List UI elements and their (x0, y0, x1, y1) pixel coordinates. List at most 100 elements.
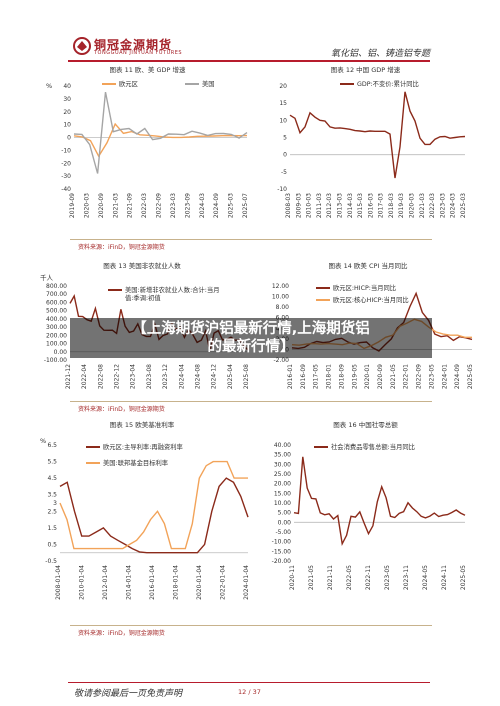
y-tick-label: 0 (67, 135, 71, 142)
legend-label: 美国 (202, 79, 215, 88)
x-tick-label: 2016-01-04 (149, 565, 156, 600)
x-tick-label: 2011-03 (316, 193, 323, 218)
x-tick-label: 2021-03 (112, 193, 119, 218)
x-tick-label: 2020-11 (289, 565, 296, 590)
x-tick-label: 2025-05 (467, 364, 474, 389)
x-tick-label: 2021-09 (127, 193, 134, 218)
y-tick-label: 10 (279, 117, 287, 124)
legend-label: 欧元区:HICP:当月同比 (333, 283, 396, 292)
x-tick-label: 2021-05 (308, 565, 315, 590)
x-tick-label: 2020-09 (98, 193, 105, 218)
y-tick-label: 0.00 (278, 519, 292, 526)
x-tick-label: 2020-01 (364, 364, 371, 389)
y-tick-label: -5.00 (275, 529, 291, 536)
legend-label: 社会消费品零售总额:当月同比 (331, 442, 415, 451)
y-tick-label: 0 (283, 152, 287, 159)
source-divider (70, 239, 432, 240)
x-tick-label: 2022-03 (141, 193, 148, 218)
y-tick-label: -100.00 (44, 357, 67, 364)
x-tick-label: 2022-09 (156, 193, 163, 218)
chart-china-retail: % 40.00 35.00 30.00 25.00 20.00 15.00 10.00 5.00… (258, 419, 467, 590)
x-tick-label: 2018-09 (338, 364, 345, 389)
x-tick-label: 2023-05 (428, 364, 435, 389)
x-tick-label: 2024-03 (450, 193, 457, 218)
headline-banner[interactable]: 【上海期货沪铝最新行情,上海期货铝 的最新行情】 (70, 318, 432, 358)
x-tick-label: 2016-09 (300, 364, 307, 389)
y-tick-label: 500.00 (46, 308, 67, 315)
y-tick-label: 5.5 (47, 459, 57, 466)
x-tick-label: 2022-04 (81, 364, 88, 389)
x-tick-label: 2015-03 (357, 193, 364, 218)
x-tick-label: 2022-01 (403, 364, 410, 389)
x-tick-label: 2018-01 (326, 364, 333, 389)
legend-label: 美国:联邦基金目标利率 (103, 458, 168, 467)
y-tick-label: 1.5 (47, 525, 57, 532)
y-tick-label: 10.00 (272, 294, 289, 301)
y-tick-label: 5.00 (278, 510, 292, 517)
y-tick-label: 40.00 (274, 442, 291, 449)
x-tick-label: 2021-11 (327, 565, 334, 590)
y-tick-label: 35.00 (274, 452, 291, 459)
y-tick-label: -2.00 (273, 357, 289, 364)
x-tick-label: 2023-09 (184, 193, 191, 218)
x-tick-label: 2021-12 (65, 364, 72, 389)
headline-line-1: 【上海期货沪铝最新行情,上海期货铝 (132, 321, 370, 337)
x-tick-label: 2018-03 (388, 193, 395, 218)
series-line (73, 91, 248, 174)
disclaimer-note: 敬请参阅最后一页免责声明 (74, 689, 183, 699)
axis-unit-label: % (258, 419, 264, 421)
x-tick-label: 2022-05 (346, 565, 353, 590)
chart-panel-china-gdp: 图表 12 中国 GDP 增速 20 15 10 5 0 -5 -10 2008-03 2009… (258, 64, 473, 239)
chart-panel-eu-us-rates: 图表 15 欧美基准利率 % 6.5 5.5 4.5 3.5 3 2.5 1.5 0.5 -0.5… (26, 419, 258, 619)
y-tick-label: 8.00 (276, 304, 290, 311)
header-rule (68, 60, 430, 62)
x-tick-label: 2024-08 (194, 364, 201, 389)
x-tick-label: 2014-01-04 (126, 565, 133, 600)
x-tick-label: 2022-09 (416, 364, 423, 389)
y-tick-label: 30.00 (274, 461, 291, 468)
y-tick-label: -10 (61, 147, 71, 154)
y-tick-label: -10.00 (272, 539, 292, 546)
x-tick-label: 2023-11 (403, 565, 410, 590)
x-tick-label: 2020-01-04 (196, 565, 203, 600)
y-tick-label: 200.00 (46, 332, 67, 339)
y-tick-label: 20 (279, 83, 287, 90)
x-tick-label: 2023-03 (170, 193, 177, 218)
source-note: 资料来源：iFinD，铜冠金源期货 (78, 406, 165, 413)
x-tick-label: 2022-08 (97, 364, 104, 389)
y-tick-label: 400.00 (46, 316, 67, 323)
legend-label: 美国:新增非农就业人数:合计:当月 (125, 285, 220, 294)
legend-label: 欧元区:核心HICP:当月同比 (333, 295, 409, 304)
x-tick-label: 2025-07 (242, 193, 249, 218)
y-tick-label: 3.5 (47, 492, 57, 499)
series-line (293, 456, 466, 547)
x-tick-label: 2012-03 (326, 193, 333, 218)
source-divider (70, 401, 432, 402)
y-tick-label: -30 (61, 173, 71, 180)
x-tick-label: 2019-03 (398, 193, 405, 218)
x-tick-label: 2022-12 (114, 364, 121, 389)
x-tick-label: 2022-03 (429, 193, 436, 218)
x-tick-label: 2024-04 (178, 364, 185, 389)
x-tick-label: 2023-05 (384, 565, 391, 590)
y-tick-label: 15.00 (274, 490, 291, 497)
x-tick-label: 2025-03 (460, 193, 467, 218)
axis-unit-label: 千人 (40, 273, 54, 282)
y-tick-label: -15.00 (272, 548, 292, 555)
y-tick-label: -10 (277, 186, 287, 193)
legend-label: 欧元区:主导利率:再融资利率 (103, 442, 183, 451)
chart-title: 图表 14 欧美 CPI 当月同比 (328, 262, 408, 270)
y-tick-label: 20 (63, 109, 71, 116)
page-number: 12 / 37 (238, 688, 261, 696)
y-tick-label: 3 (53, 500, 57, 507)
y-tick-label: 10.00 (274, 500, 291, 507)
report-header: 铜冠金源期货 TONGGUAN JINYUAN FUTURES 氧化铝、铝、铸造… (0, 0, 500, 62)
y-tick-label: 15 (279, 100, 287, 107)
chart-panel-eu-us-gdp: 图表 11 欧、美 GDP 增速 % 40 30 20 10 0 -10 -20 -30 -40 2… (40, 64, 255, 239)
x-tick-label: 2024-09 (213, 193, 220, 218)
y-tick-label: -0.5 (45, 558, 57, 565)
y-tick-label: -5 (281, 169, 287, 176)
y-tick-label: -20 (61, 160, 71, 167)
